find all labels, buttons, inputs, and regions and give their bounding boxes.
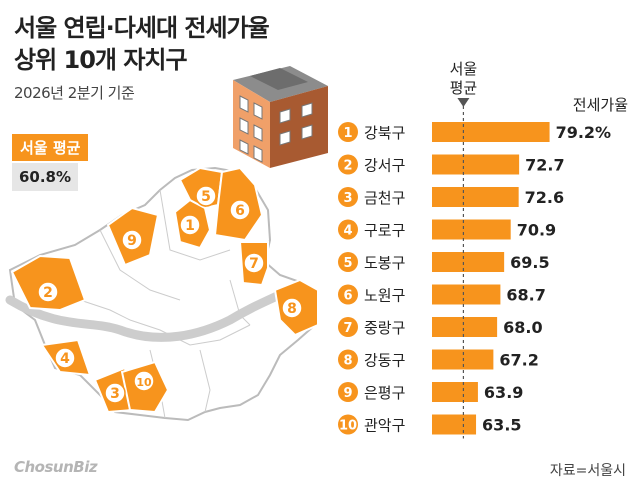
seoul-average-label: 서울 평균: [12, 134, 89, 161]
rank-label: 8: [343, 354, 352, 369]
value-label: 79.2%: [556, 123, 612, 142]
map-marker-label: 4: [60, 351, 70, 367]
rank-label: 3: [343, 191, 352, 206]
map-marker: 8: [281, 297, 303, 319]
value-label: 68.0: [503, 318, 542, 337]
map-marker: 2: [37, 281, 59, 303]
map-marker-label: 10: [136, 376, 152, 389]
value-label: 72.7: [525, 156, 564, 175]
rank-label: 4: [343, 224, 352, 239]
map-marker: 9: [121, 229, 143, 251]
source-note: 자료=서울시: [549, 463, 626, 479]
chosunbiz-logo: ChosunBiz: [14, 458, 98, 476]
map-marker: 7: [243, 252, 265, 274]
bars: 1 강북구 79.2% 2 강서구 72.7 3 금천구 72.6 4 구로구 70.9 5 도봉구 69.…: [336, 120, 611, 437]
rank-badge: [338, 122, 358, 142]
rank-badge: [338, 284, 358, 305]
category-label: 금천구: [364, 189, 405, 207]
map-marker: 1: [179, 214, 201, 236]
map-marker-label: 2: [43, 285, 53, 301]
value-label: 69.5: [510, 253, 549, 272]
han-river: [5, 280, 305, 342]
category-label: 도봉구: [364, 254, 405, 272]
rank-label: 5: [343, 256, 352, 271]
bar-row: 2 강서구 72.7: [336, 152, 565, 177]
category-label: 강북구: [364, 124, 405, 142]
seoul-average-marker-label-1: 서울: [450, 60, 478, 78]
rank-label: 1: [343, 126, 352, 141]
bar-row: 10 관악구 63.5: [336, 412, 522, 437]
category-label: 강동구: [364, 352, 405, 370]
subtitle: 2026년 2분기 기준: [14, 84, 135, 102]
bar-row: 5 도봉구 69.5: [336, 250, 550, 274]
seoul-average-arrow: [457, 98, 470, 107]
rank-label: 2: [343, 159, 352, 174]
rank-label: 9: [343, 386, 352, 401]
map-marker-label: 7: [249, 256, 259, 272]
map-marker-label: 6: [235, 203, 245, 219]
bar-row: 4 구로구 70.9: [336, 217, 556, 242]
bar-row: 1 강북구 79.2%: [336, 120, 611, 144]
map-marker: 5: [195, 185, 217, 207]
map-marker-circle: [104, 382, 126, 404]
seoul-average-box: 서울 평균 60.8%: [12, 134, 122, 191]
map-marker-label: 9: [127, 233, 137, 249]
map-marker-label: 1: [185, 218, 195, 234]
seoul-district-map: 1 2 3 4 5 6 7 8 9 10: [5, 166, 320, 422]
rank-label: 7: [343, 321, 352, 336]
category-label: 노원구: [364, 287, 405, 305]
map-marker: 4: [54, 347, 76, 369]
map-marker-circle: [195, 185, 217, 207]
rank-badge: [338, 382, 358, 402]
rank-badge: [338, 349, 358, 370]
category-label: 관악구: [364, 417, 405, 435]
bar-chart: 서울 평균 전세가율 1 강북구 79.2% 2 강서구 72.7 3 금천구 72.6 4 구로구…: [336, 60, 628, 439]
bar-row: 8 강동구 67.2: [336, 347, 539, 372]
rank-badge: [338, 414, 358, 435]
map-marker: 10: [133, 370, 155, 392]
category-label: 구로구: [364, 222, 405, 240]
axis-label-rate: 전세가율: [573, 96, 628, 114]
value-label: 68.7: [506, 286, 545, 305]
value-label: 63.9: [484, 383, 523, 402]
map-marker-circle: [37, 281, 59, 303]
seoul-average-marker-label-2: 평균: [450, 79, 478, 97]
rank-badge: [338, 154, 358, 175]
map-markers: 1 2 3 4 5 6 7 8 9 10: [37, 185, 303, 404]
map-marker-circle: [133, 370, 155, 392]
bar-row: 9 은평구 63.9: [336, 380, 523, 404]
category-label: 중랑구: [364, 319, 405, 337]
bar-row: 3 금천구 72.6: [336, 185, 564, 209]
map-marker-label: 5: [201, 189, 211, 205]
rank-label: 10: [339, 419, 357, 434]
rank-badge: [338, 187, 358, 207]
title-line-1: 서울 연립·다세대 전세가율: [14, 14, 270, 42]
map-marker: 3: [104, 382, 126, 404]
map-marker-circle: [281, 297, 303, 319]
value-label: 63.5: [482, 416, 521, 435]
category-label: 강서구: [364, 157, 405, 175]
bar-row: 7 중랑구 68.0: [336, 315, 543, 339]
title-line-2: 상위 10개 자치구: [14, 46, 188, 74]
map-marker-circle: [179, 214, 201, 236]
value-label: 67.2: [499, 351, 538, 370]
map-marker: 6: [229, 199, 251, 221]
map-marker-circle: [54, 347, 76, 369]
building-illustration: [233, 66, 328, 168]
rank-badge: [338, 317, 358, 337]
value-label: 70.9: [517, 221, 556, 240]
seoul-average-value: 60.8%: [12, 163, 78, 191]
rank-badge: [338, 252, 358, 272]
reference-line-group: [457, 98, 470, 439]
map-marker-label: 8: [287, 301, 297, 317]
category-label: 은평구: [364, 384, 405, 402]
map-marker-circle: [229, 199, 251, 221]
rank-badge: [338, 219, 358, 240]
map-marker-label: 3: [110, 386, 120, 402]
rank-label: 6: [343, 289, 352, 304]
map-marker-circle: [121, 229, 143, 251]
value-label: 72.6: [525, 188, 564, 207]
map-marker-circle: [243, 252, 265, 274]
bar-row: 6 노원구 68.7: [336, 282, 546, 307]
